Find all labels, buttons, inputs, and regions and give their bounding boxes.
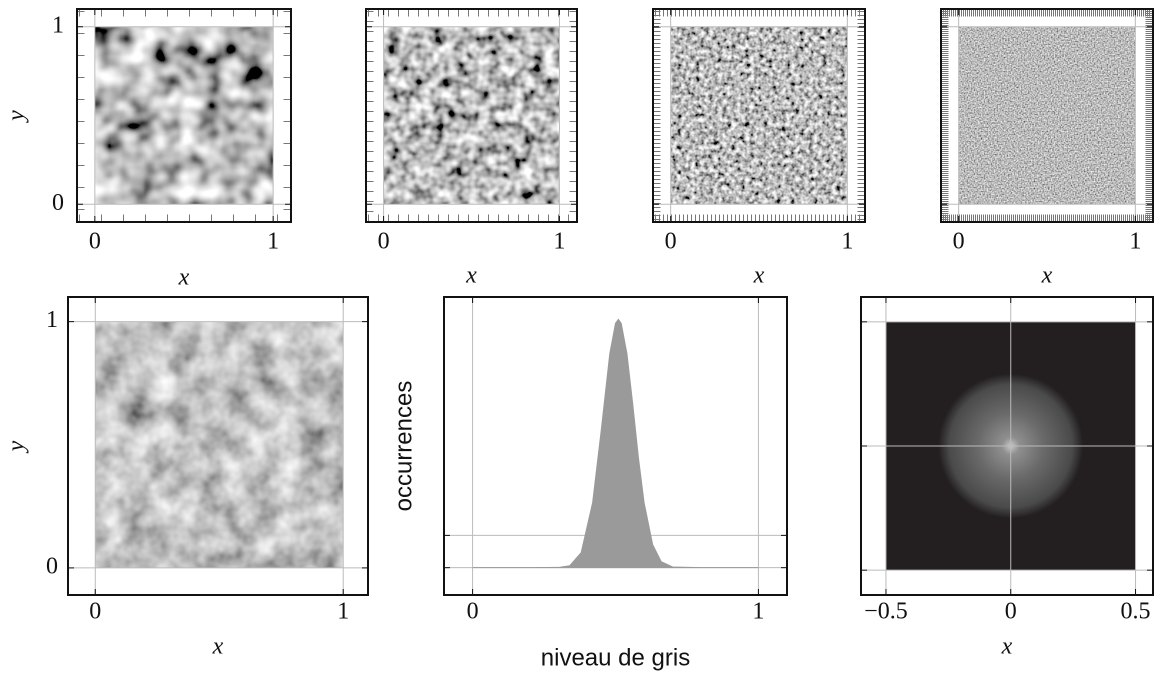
x-axis-label: x (1041, 263, 1053, 289)
y-axis-label: occurrences (390, 381, 417, 512)
texture-image (94, 26, 274, 205)
x-tick-label: 0 (378, 229, 390, 255)
x-tick-label: 1 (337, 599, 349, 625)
y-axis-label: y (4, 440, 30, 453)
x-tick-label: 1 (841, 229, 853, 255)
y-tick-label: 1 (52, 12, 64, 38)
x-tick-label: −0.5 (864, 599, 908, 625)
x-tick-label: 1 (267, 229, 279, 255)
histogram-area (472, 318, 759, 569)
x-axis-label: x (753, 263, 765, 289)
x-tick-label: 0 (89, 599, 101, 625)
y-tick-label: 0 (52, 190, 64, 216)
y-tick-label: 1 (46, 307, 58, 333)
x-axis-label: x (178, 265, 190, 291)
x-tick-label: 0 (1005, 599, 1017, 625)
texture-image (670, 26, 848, 205)
texture-image (958, 26, 1136, 205)
x-tick-label: 1 (752, 599, 764, 625)
x-tick-label: 0 (953, 229, 965, 255)
x-tick-label: 1 (1129, 229, 1141, 255)
axes-frame (365, 8, 578, 223)
axes-frame (443, 296, 788, 596)
x-tick-label: 0 (665, 229, 677, 255)
y-axis-label: y (4, 110, 30, 123)
x-axis-label: x (212, 634, 224, 660)
x-tick-label: 0 (467, 599, 479, 625)
axes-frame (940, 8, 1154, 223)
x-tick-label: 0.5 (1121, 599, 1151, 625)
x-tick-label: 1 (553, 229, 565, 255)
x-axis-label: x (465, 263, 477, 289)
axes-frame (67, 296, 369, 596)
y-tick-label: 0 (46, 553, 58, 579)
axes-frame (652, 8, 866, 223)
x-tick-label: 0 (89, 229, 101, 255)
x-axis-label: niveau de gris (541, 644, 690, 671)
texture-image (383, 26, 560, 205)
axes-frame (76, 8, 292, 223)
x-axis-label: x (1001, 634, 1013, 660)
texture-image (95, 321, 344, 568)
